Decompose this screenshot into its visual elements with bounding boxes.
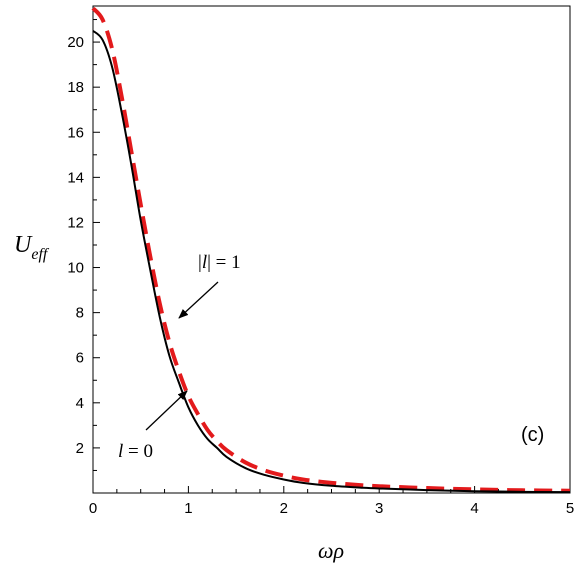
x-tick-label: 1: [184, 500, 192, 517]
series-line-l0: [92, 30, 571, 494]
y-axis-label: Ueff: [14, 232, 50, 263]
panel-label: (c): [521, 424, 544, 446]
x-tick-label: 3: [375, 500, 383, 517]
y-axis-label-main: U: [14, 232, 33, 258]
y-tick-label: 12: [67, 214, 84, 231]
series-layer: [91, 6, 571, 494]
y-tick-label: 2: [76, 440, 84, 457]
y-tick-label: 20: [67, 34, 84, 51]
annotation-l1-arrow: [178, 281, 219, 319]
y-tick-label: 8: [76, 305, 84, 322]
y-tick-label: 10: [67, 260, 84, 277]
y-tick-label: 18: [67, 79, 84, 96]
y-tick-label: 4: [76, 395, 84, 412]
y-tick-label: 16: [67, 124, 84, 141]
series-line-l1: [91, 6, 571, 493]
x-tick-label: 2: [280, 500, 288, 517]
y-tick-label: 6: [76, 350, 84, 367]
annotation-l0: l = 0: [118, 390, 188, 462]
annotation-l0-label: l = 0: [118, 441, 153, 462]
x-tick-label: 5: [566, 500, 574, 517]
annotation-l1-label: |l| = 1: [198, 252, 241, 273]
y-tick-label: 14: [67, 169, 84, 186]
y-axis-label-sub: eff: [31, 246, 50, 263]
annotation-l1: |l| = 1: [178, 252, 241, 319]
plot-frame: [92, 5, 571, 494]
tick-marks: [92, 19, 571, 493]
x-tick-label: 0: [89, 500, 97, 517]
x-tick-label: 4: [470, 500, 478, 517]
annotation-l0-arrow: [145, 390, 188, 431]
x-axis-label: ωρ: [318, 538, 344, 563]
